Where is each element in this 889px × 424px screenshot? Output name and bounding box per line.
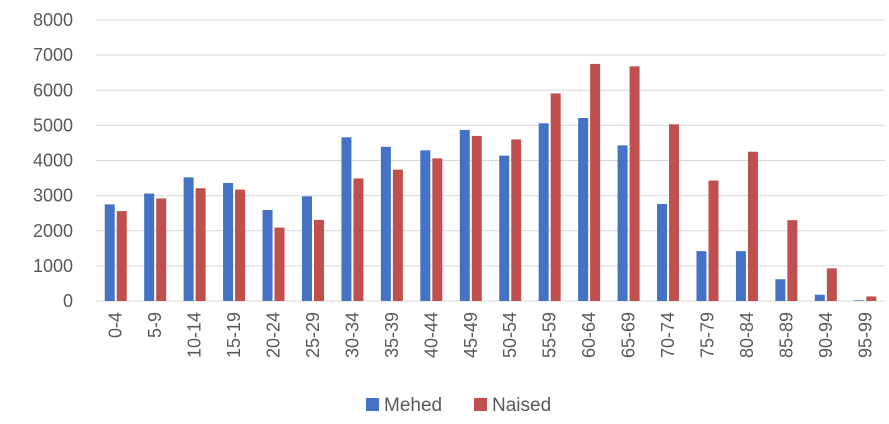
- y-axis-ticks: 0 1000 2000 3000 4000 5000 6000 7000 8000: [33, 10, 73, 311]
- y-tick-label: 7000: [33, 45, 73, 65]
- x-tick-label: 50-54: [500, 312, 520, 358]
- bar-mehed-95-99: [854, 300, 865, 301]
- bar-naised-10-14: [195, 188, 206, 301]
- x-tick-label: 15-19: [224, 312, 244, 358]
- bar-mehed-65-69: [617, 145, 628, 301]
- y-tick-label: 0: [63, 291, 73, 311]
- x-tick-label: 85-89: [776, 312, 796, 358]
- bar-mehed-45-49: [459, 129, 470, 301]
- bar-mehed-85-89: [775, 279, 786, 301]
- bar-mehed-0-4: [104, 204, 115, 301]
- bar-mehed-40-44: [420, 150, 431, 301]
- legend-swatch-mehed: [366, 398, 379, 411]
- bar-naised-15-19: [235, 189, 246, 301]
- bar-naised-85-89: [787, 220, 798, 301]
- bar-naised-5-9: [156, 198, 167, 301]
- y-tick-label: 2000: [33, 221, 73, 241]
- bar-naised-60-64: [590, 63, 601, 301]
- x-tick-label: 60-64: [579, 312, 599, 358]
- x-tick-label: 5-9: [145, 312, 165, 338]
- bar-naised-55-59: [550, 93, 561, 301]
- bar-mehed-90-94: [814, 294, 825, 301]
- bar-mehed-80-84: [735, 251, 746, 301]
- x-tick-label: 30-34: [342, 312, 362, 358]
- bar-naised-35-39: [392, 169, 403, 301]
- y-tick-label: 3000: [33, 186, 73, 206]
- bar-mehed-20-24: [262, 210, 273, 301]
- bar-naised-20-24: [274, 227, 285, 301]
- bars: [104, 63, 877, 302]
- bar-naised-25-29: [313, 219, 324, 301]
- x-tick-label: 45-49: [461, 312, 481, 358]
- bar-naised-75-79: [708, 180, 719, 301]
- bar-mehed-15-19: [223, 182, 234, 301]
- x-tick-label: 75-79: [697, 312, 717, 358]
- bar-naised-30-34: [353, 178, 364, 301]
- x-tick-label: 80-84: [737, 312, 757, 358]
- x-tick-label: 20-24: [264, 312, 284, 358]
- x-tick-label: 35-39: [382, 312, 402, 358]
- bar-mehed-50-54: [499, 155, 510, 301]
- x-tick-label: 10-14: [185, 312, 205, 358]
- legend-swatch-naised: [474, 398, 487, 411]
- y-tick-label: 5000: [33, 115, 73, 135]
- x-tick-label: 95-99: [855, 312, 875, 358]
- bar-naised-95-99: [866, 296, 877, 301]
- bar-naised-70-74: [669, 124, 680, 301]
- y-tick-label: 8000: [33, 10, 73, 30]
- legend: Mehed Naised: [366, 395, 551, 416]
- bar-mehed-30-34: [341, 137, 352, 301]
- bar-mehed-10-14: [183, 177, 194, 301]
- x-tick-label: 25-29: [303, 312, 323, 358]
- gridlines: [96, 19, 885, 302]
- bar-mehed-5-9: [144, 193, 155, 301]
- bar-mehed-75-79: [696, 251, 707, 301]
- bar-mehed-60-64: [578, 117, 589, 301]
- x-tick-label: 40-44: [421, 312, 441, 358]
- x-tick-label: 90-94: [816, 312, 836, 358]
- bar-naised-80-84: [747, 151, 758, 301]
- bar-naised-50-54: [511, 139, 522, 301]
- y-tick-label: 4000: [33, 151, 73, 171]
- x-tick-label: 65-69: [619, 312, 639, 358]
- bar-naised-65-69: [629, 66, 640, 302]
- x-tick-label: 70-74: [658, 312, 678, 358]
- legend-label-mehed: Mehed: [384, 395, 442, 416]
- x-tick-label: 0-4: [106, 312, 126, 338]
- legend-label-naised: Naised: [492, 395, 551, 416]
- bar-naised-45-49: [471, 135, 482, 301]
- bar-mehed-35-39: [380, 146, 391, 301]
- bar-naised-90-94: [826, 268, 837, 301]
- x-tick-label: 55-59: [540, 312, 560, 358]
- y-tick-label: 6000: [33, 80, 73, 100]
- bar-mehed-25-29: [301, 196, 312, 301]
- x-axis-ticks: 0-4 5-9 10-14 15-19 20-24 25-29 30-34 35-39 40-4…: [106, 312, 876, 358]
- y-tick-label: 1000: [33, 256, 73, 276]
- bar-naised-0-4: [116, 211, 127, 301]
- bar-mehed-70-74: [657, 204, 668, 301]
- bar-mehed-55-59: [538, 123, 549, 301]
- bar-naised-40-44: [432, 158, 443, 301]
